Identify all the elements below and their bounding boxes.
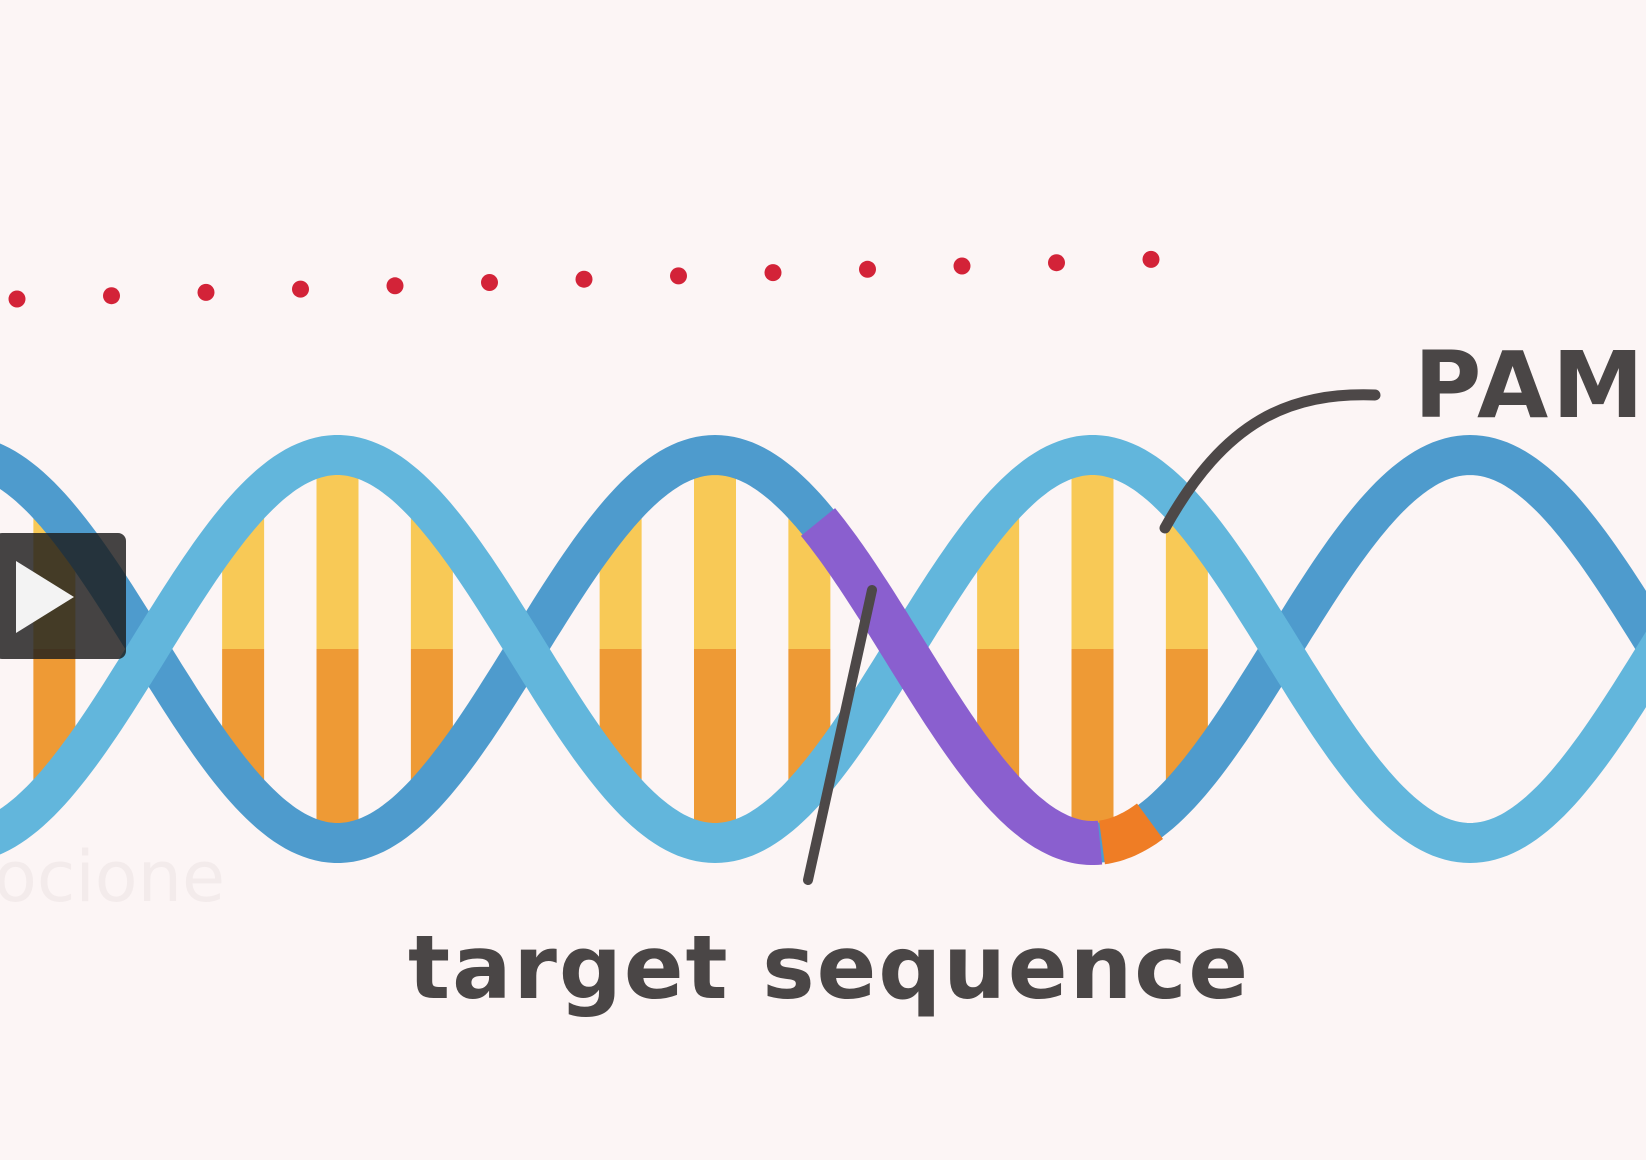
dot [953, 257, 971, 275]
base-pair [694, 455, 736, 843]
base-pair [316, 455, 359, 843]
base-bottom [694, 649, 736, 843]
highlights [800, 508, 1164, 865]
dot [8, 290, 26, 308]
dot [764, 264, 782, 282]
dot [386, 277, 404, 295]
pam-leader-line [1159, 389, 1381, 534]
base-pair [1071, 455, 1114, 843]
pam-highlight [1099, 803, 1164, 865]
leader-lines [803, 389, 1381, 885]
watermark: ocione [0, 836, 226, 918]
dot [670, 267, 687, 285]
target-sequence-highlight [800, 508, 1103, 865]
base-top [694, 455, 736, 649]
dotted-path [8, 250, 1160, 308]
base-top [1071, 455, 1114, 649]
dot [292, 280, 309, 298]
base-bottom [316, 649, 359, 843]
pam-label: PAM [1414, 332, 1646, 439]
dot [575, 270, 593, 288]
base-top [316, 455, 359, 649]
strand-front [0, 435, 1646, 864]
dot [1048, 254, 1065, 272]
dot [103, 287, 120, 305]
target-sequence-label: target sequence [408, 916, 1251, 1019]
play-icon [16, 561, 74, 633]
dot [1142, 250, 1160, 268]
dot [197, 283, 215, 301]
target-leader-line [803, 585, 877, 885]
dot [481, 274, 498, 291]
play-button[interactable] [0, 533, 126, 659]
dot [859, 260, 876, 278]
base-bottom [1071, 649, 1114, 843]
